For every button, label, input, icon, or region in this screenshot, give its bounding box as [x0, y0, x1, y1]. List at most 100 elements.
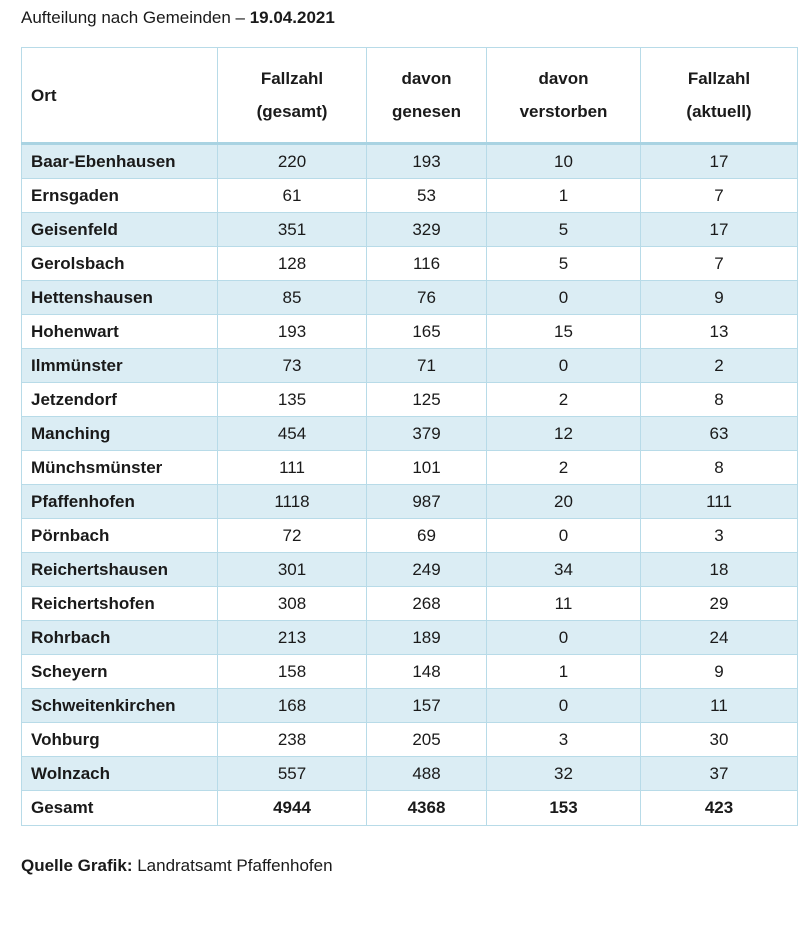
cell-ort: Geisenfeld	[21, 212, 218, 247]
cell-verstorben: 0	[486, 620, 641, 655]
table-row: Pörnbach 72 69 0 3	[21, 518, 798, 553]
cell-verstorben: 0	[486, 348, 641, 383]
cell-fallzahl-aktuell: 7	[640, 246, 798, 281]
cell-fallzahl-aktuell: 63	[640, 416, 798, 451]
total-cell-ort: Gesamt	[21, 790, 218, 826]
table-row: Scheyern 158 148 1 9	[21, 654, 798, 689]
table-row: Pfaffenhofen 1118 987 20 111	[21, 484, 798, 519]
total-cell-verstorben: 153	[486, 790, 641, 826]
cell-genesen: 249	[366, 552, 487, 587]
cell-fallzahl-aktuell: 11	[640, 688, 798, 723]
table-row: Vohburg 238 205 3 30	[21, 722, 798, 757]
cell-genesen: 116	[366, 246, 487, 281]
cell-fallzahl-aktuell: 7	[640, 178, 798, 213]
cell-fallzahl-gesamt: 238	[217, 722, 367, 757]
source-value: Landratsamt Pfaffenhofen	[132, 856, 333, 875]
cell-genesen: 205	[366, 722, 487, 757]
cell-fallzahl-aktuell: 8	[640, 450, 798, 485]
cell-genesen: 53	[366, 178, 487, 213]
cell-ort: Scheyern	[21, 654, 218, 689]
cell-fallzahl-gesamt: 557	[217, 756, 367, 791]
cell-genesen: 268	[366, 586, 487, 621]
cell-ort: Schweitenkirchen	[21, 688, 218, 723]
cell-genesen: 329	[366, 212, 487, 247]
cell-verstorben: 5	[486, 246, 641, 281]
cell-genesen: 71	[366, 348, 487, 383]
cell-ort: Hettenshausen	[21, 280, 218, 315]
header-fallzahl-gesamt: Fallzahl (gesamt)	[217, 47, 367, 145]
table-row: Reichertshofen 308 268 11 29	[21, 586, 798, 621]
cell-ort: Rohrbach	[21, 620, 218, 655]
cell-ort: Jetzendorf	[21, 382, 218, 417]
cell-ort: Manching	[21, 416, 218, 451]
cell-ort: Vohburg	[21, 722, 218, 757]
cell-fallzahl-aktuell: 9	[640, 654, 798, 689]
cell-genesen: 76	[366, 280, 487, 315]
cell-fallzahl-gesamt: 135	[217, 382, 367, 417]
header-davon-genesen: davon genesen	[366, 47, 487, 145]
source-note: Quelle Grafik: Landratsamt Pfaffenhofen	[21, 855, 333, 877]
total-cell-fallzahl-gesamt: 4944	[217, 790, 367, 826]
cell-ort: Reichertshausen	[21, 552, 218, 587]
cell-fallzahl-aktuell: 17	[640, 143, 798, 179]
cell-fallzahl-gesamt: 73	[217, 348, 367, 383]
cell-verstorben: 34	[486, 552, 641, 587]
cell-fallzahl-aktuell: 37	[640, 756, 798, 791]
table-row: Reichertshausen 301 249 34 18	[21, 552, 798, 587]
cell-fallzahl-aktuell: 13	[640, 314, 798, 349]
cell-verstorben: 32	[486, 756, 641, 791]
cell-fallzahl-aktuell: 111	[640, 484, 798, 519]
total-cell-fallzahl-aktuell: 423	[640, 790, 798, 826]
cell-fallzahl-gesamt: 168	[217, 688, 367, 723]
cell-fallzahl-aktuell: 3	[640, 518, 798, 553]
table-body: Baar-Ebenhausen 220 193 10 17 Ernsgaden 61 53 1 7…	[21, 143, 798, 826]
cell-ort: Pörnbach	[21, 518, 218, 553]
cell-verstorben: 2	[486, 382, 641, 417]
source-label: Quelle Grafik:	[21, 856, 133, 875]
cell-fallzahl-aktuell: 2	[640, 348, 798, 383]
cell-verstorben: 11	[486, 586, 641, 621]
title-text: Aufteilung nach Gemeinden –	[21, 8, 250, 27]
cell-fallzahl-aktuell: 18	[640, 552, 798, 587]
table-row: Schweitenkirchen 168 157 0 11	[21, 688, 798, 723]
cell-verstorben: 3	[486, 722, 641, 757]
cell-fallzahl-aktuell: 8	[640, 382, 798, 417]
cell-ort: Pfaffenhofen	[21, 484, 218, 519]
cell-ort: Münchsmünster	[21, 450, 218, 485]
cell-fallzahl-aktuell: 29	[640, 586, 798, 621]
table-row: Wolnzach 557 488 32 37	[21, 756, 798, 791]
cell-fallzahl-gesamt: 308	[217, 586, 367, 621]
table-header-row: Ort Fallzahl (gesamt) davon genesen davon v…	[21, 47, 798, 145]
table-row: Hettenshausen 85 76 0 9	[21, 280, 798, 315]
cell-verstorben: 5	[486, 212, 641, 247]
cell-fallzahl-gesamt: 1118	[217, 484, 367, 519]
cell-fallzahl-gesamt: 158	[217, 654, 367, 689]
table-row: Ilmmünster 73 71 0 2	[21, 348, 798, 383]
table-row: Ernsgaden 61 53 1 7	[21, 178, 798, 213]
cell-fallzahl-gesamt: 128	[217, 246, 367, 281]
cell-ort: Baar-Ebenhausen	[21, 143, 218, 179]
cell-verstorben: 10	[486, 143, 641, 179]
header-fallzahl-aktuell: Fallzahl (aktuell)	[640, 47, 798, 145]
table-row: Jetzendorf 135 125 2 8	[21, 382, 798, 417]
cell-ort: Ilmmünster	[21, 348, 218, 383]
cell-fallzahl-aktuell: 30	[640, 722, 798, 757]
cell-verstorben: 0	[486, 688, 641, 723]
cell-verstorben: 2	[486, 450, 641, 485]
cell-genesen: 488	[366, 756, 487, 791]
cell-ort: Reichertshofen	[21, 586, 218, 621]
table-row: Münchsmünster 111 101 2 8	[21, 450, 798, 485]
cell-fallzahl-gesamt: 111	[217, 450, 367, 485]
cell-verstorben: 1	[486, 654, 641, 689]
cell-verstorben: 0	[486, 280, 641, 315]
cell-genesen: 189	[366, 620, 487, 655]
cell-fallzahl-aktuell: 24	[640, 620, 798, 655]
page-title: Aufteilung nach Gemeinden – 19.04.2021	[21, 6, 335, 30]
cell-verstorben: 20	[486, 484, 641, 519]
cell-fallzahl-gesamt: 61	[217, 178, 367, 213]
table-row: Baar-Ebenhausen 220 193 10 17	[21, 143, 798, 179]
cell-fallzahl-gesamt: 72	[217, 518, 367, 553]
cell-genesen: 148	[366, 654, 487, 689]
cell-genesen: 125	[366, 382, 487, 417]
table-row: Manching 454 379 12 63	[21, 416, 798, 451]
